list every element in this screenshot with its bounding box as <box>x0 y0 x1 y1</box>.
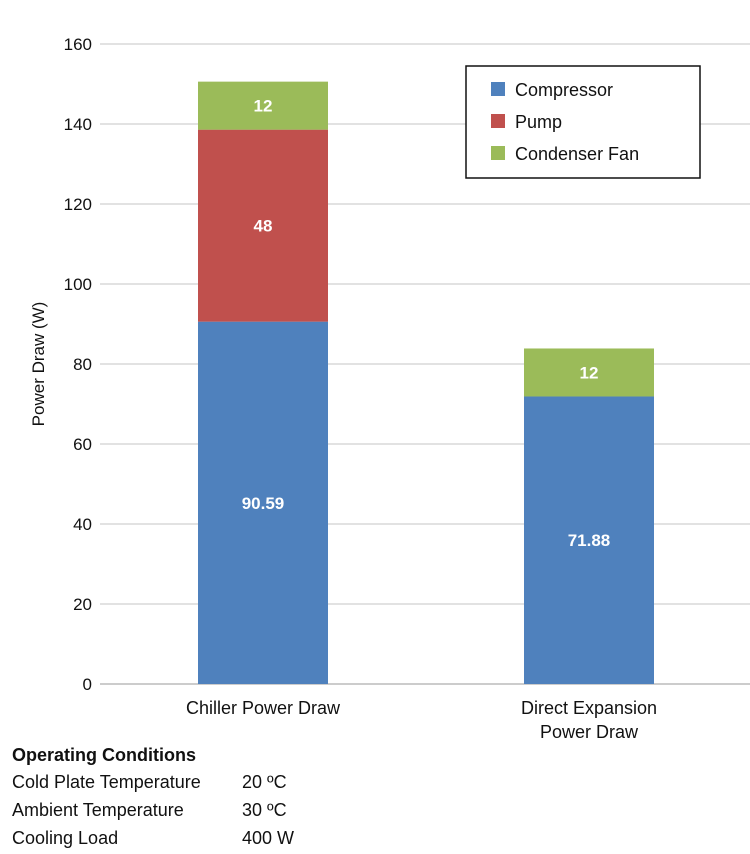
condition-value: 20 ºC <box>242 772 287 792</box>
legend-label: Compressor <box>515 80 613 100</box>
conditions-title: Operating Conditions <box>12 745 196 765</box>
data-label: 12 <box>580 363 599 382</box>
y-tick-label: 120 <box>64 195 92 214</box>
x-tick-label: Power Draw <box>540 722 639 740</box>
condition-label: Cold Plate Temperature <box>12 772 201 792</box>
y-tick-label: 100 <box>64 275 92 294</box>
bar-segment <box>524 396 654 684</box>
condition-row: Cold Plate Temperature 20 ºC <box>12 772 287 793</box>
data-label: 48 <box>254 217 273 236</box>
condition-row: Ambient Temperature 30 ºC <box>12 800 287 821</box>
bar-segment <box>198 129 328 322</box>
bar-segment <box>198 81 328 130</box>
y-tick-label: 160 <box>64 35 92 54</box>
condition-label: Cooling Load <box>12 828 119 848</box>
bar-segment <box>524 348 654 397</box>
x-tick-label: Direct Expansion <box>521 698 657 718</box>
x-tick-label: Chiller Power Draw <box>186 698 341 718</box>
condition-value: 400 W <box>242 828 295 848</box>
y-tick-label: 0 <box>83 675 92 694</box>
legend-swatch <box>491 146 505 160</box>
y-tick-label: 80 <box>73 355 92 374</box>
condition-value: 30 ºC <box>242 800 287 820</box>
y-tick-label: 60 <box>73 435 92 454</box>
legend-label: Pump <box>515 112 562 132</box>
condition-label: Ambient Temperature <box>12 800 184 820</box>
y-tick-label: 20 <box>73 595 92 614</box>
data-label: 12 <box>254 97 273 116</box>
condition-row: Cooling Load 400 W <box>12 828 294 849</box>
legend-swatch <box>491 82 505 96</box>
data-label: 71.88 <box>568 531 611 550</box>
data-label: 90.59 <box>242 494 285 513</box>
y-axis-label: Power Draw (W) <box>29 302 48 427</box>
legend-label: Condenser Fan <box>515 144 639 164</box>
y-tick-label: 140 <box>64 115 92 134</box>
legend-swatch <box>491 114 505 128</box>
y-tick-label: 40 <box>73 515 92 534</box>
stacked-bar-chart: 0 20 40 60 80 100 120 140 160 Power Draw (W) 90.59… <box>29 35 750 740</box>
bar-segment <box>198 321 328 684</box>
